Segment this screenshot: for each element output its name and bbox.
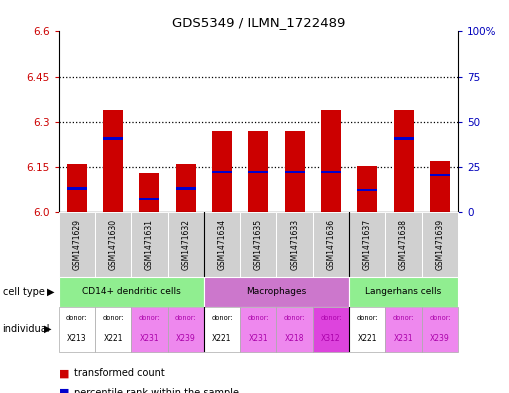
Text: ▶: ▶ [44,324,52,334]
Text: donor:: donor: [429,315,451,321]
Bar [393,110,414,212]
Text: X231: X231 [248,334,268,343]
Bar [204,277,349,307]
Bar [95,307,131,352]
Text: GSM1471635: GSM1471635 [254,219,263,270]
Bar [167,307,204,352]
Bar [349,307,385,352]
Text: GSM1471636: GSM1471636 [326,219,335,270]
Text: X213: X213 [67,334,87,343]
Bar [59,277,204,307]
Text: GSM1471639: GSM1471639 [435,219,444,270]
Bar [59,307,95,352]
Bar [59,212,95,277]
Text: transformed count: transformed count [74,368,164,378]
Bar [176,187,195,189]
Bar [67,164,87,212]
Bar [67,187,87,189]
Text: X221: X221 [212,334,232,343]
Text: donor:: donor: [211,315,233,321]
Bar [422,212,458,277]
Text: GSM1471630: GSM1471630 [108,219,118,270]
Text: Macrophages: Macrophages [246,287,306,296]
Bar [131,307,167,352]
Bar [422,307,458,352]
Bar [285,131,304,212]
Text: GSM1471638: GSM1471638 [399,219,408,270]
Text: donor:: donor: [247,315,269,321]
Bar [240,212,276,277]
Bar [276,307,313,352]
Text: donor:: donor: [102,315,124,321]
Text: X239: X239 [176,334,195,343]
Bar [349,277,458,307]
Bar [285,171,304,173]
Text: cell type: cell type [3,287,44,297]
Bar [212,131,232,212]
Bar [167,212,204,277]
Text: GSM1471637: GSM1471637 [363,219,372,270]
Text: Langerhans cells: Langerhans cells [365,287,442,296]
Text: donor:: donor: [356,315,378,321]
Bar [240,307,276,352]
Bar [357,189,377,191]
Text: GSM1471634: GSM1471634 [217,219,227,270]
Bar [95,212,131,277]
Bar [349,212,385,277]
Bar [248,131,268,212]
Text: donor:: donor: [320,315,342,321]
Text: ■: ■ [59,368,69,378]
Bar [139,198,159,200]
Bar [357,165,377,212]
Text: ■: ■ [59,388,69,393]
Text: X221: X221 [103,334,123,343]
Bar [430,161,450,212]
Bar [321,110,341,212]
Text: GSM1471633: GSM1471633 [290,219,299,270]
Bar [430,174,450,176]
Text: X231: X231 [394,334,413,343]
Bar [204,307,240,352]
Bar [276,212,313,277]
Text: CD14+ dendritic cells: CD14+ dendritic cells [82,287,181,296]
Text: X221: X221 [357,334,377,343]
Text: GSM1471629: GSM1471629 [72,219,81,270]
Bar [212,171,232,173]
Bar [313,307,349,352]
Text: donor:: donor: [175,315,196,321]
Bar [385,307,422,352]
Text: GSM1471631: GSM1471631 [145,219,154,270]
Bar [385,212,422,277]
Bar [176,164,195,212]
Text: percentile rank within the sample: percentile rank within the sample [74,388,239,393]
Text: X231: X231 [139,334,159,343]
Title: GDS5349 / ILMN_1722489: GDS5349 / ILMN_1722489 [172,16,345,29]
Bar [313,212,349,277]
Bar [103,138,123,140]
Bar [204,212,240,277]
Text: donor:: donor: [284,315,305,321]
Text: GSM1471632: GSM1471632 [181,219,190,270]
Text: donor:: donor: [393,315,414,321]
Text: donor:: donor: [138,315,160,321]
Bar [103,110,123,212]
Bar [248,171,268,173]
Text: X218: X218 [285,334,304,343]
Bar [139,173,159,212]
Bar [131,212,167,277]
Text: donor:: donor: [66,315,88,321]
Text: ▶: ▶ [47,287,55,297]
Bar [393,138,414,140]
Bar [321,171,341,173]
Text: individual: individual [3,324,50,334]
Text: X312: X312 [321,334,341,343]
Text: X239: X239 [430,334,450,343]
